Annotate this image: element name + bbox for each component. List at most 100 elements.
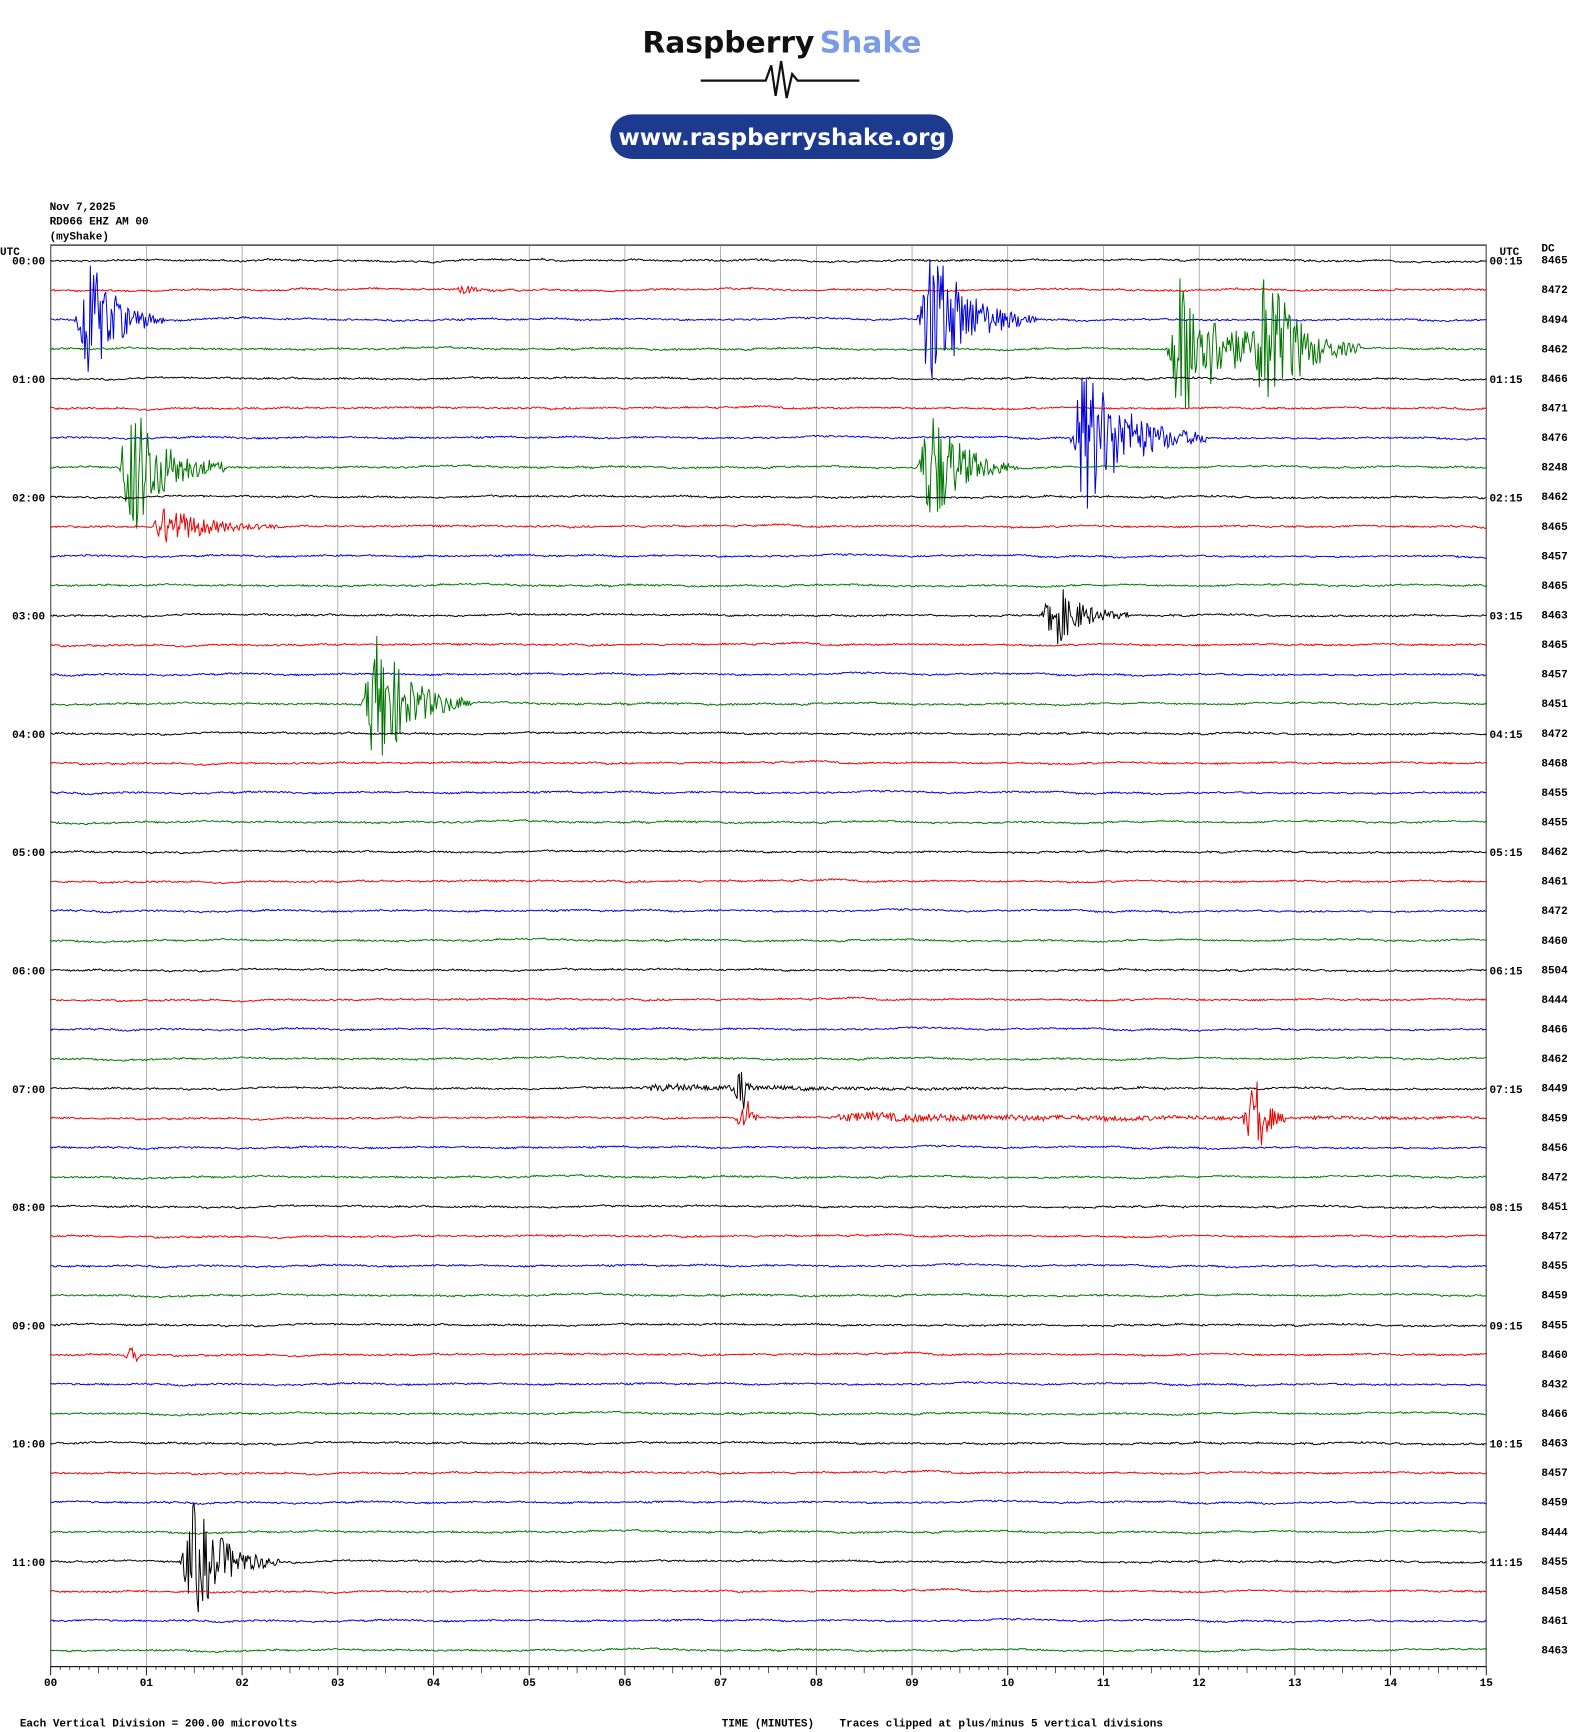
dc-value: 8504 xyxy=(1541,965,1568,977)
left-time: 05:00 xyxy=(12,848,45,860)
trace xyxy=(50,1081,1487,1146)
trace xyxy=(50,818,1487,825)
dc-value: 8455 xyxy=(1541,1557,1567,1569)
trace xyxy=(50,996,1487,1003)
trace xyxy=(50,278,1487,409)
dc-value: 8476 xyxy=(1541,433,1567,445)
scale-note: Each Vertical Division = 200.00 microvol… xyxy=(20,1719,297,1731)
dc-value: 8461 xyxy=(1541,877,1568,889)
x-tick-label: 14 xyxy=(1384,1678,1398,1690)
left-time: 02:00 xyxy=(12,493,45,505)
dc-value: 8472 xyxy=(1541,1172,1567,1184)
trace xyxy=(50,1647,1487,1653)
trace xyxy=(50,1204,1487,1210)
trace xyxy=(50,375,1487,382)
trace xyxy=(50,553,1487,559)
dc-value: 8455 xyxy=(1541,1261,1567,1273)
dc-value: 8444 xyxy=(1541,1527,1568,1539)
right-title: UTC xyxy=(1499,247,1519,259)
right-time: 05:15 xyxy=(1490,848,1523,860)
x-tick-label: 10 xyxy=(1001,1678,1014,1690)
trace xyxy=(50,508,1487,543)
dc-value: 8463 xyxy=(1541,1439,1568,1451)
x-tick-label: 12 xyxy=(1193,1678,1206,1690)
trace xyxy=(50,494,1487,500)
trace xyxy=(50,641,1487,648)
trace xyxy=(50,257,1487,264)
x-tick-label: 02 xyxy=(235,1678,248,1690)
dc-value: 8459 xyxy=(1541,1498,1567,1510)
dc-value: 8462 xyxy=(1541,1054,1567,1066)
dc-value: 8457 xyxy=(1541,1468,1567,1480)
url-pill xyxy=(610,114,954,160)
right-time: 11:15 xyxy=(1490,1558,1523,1570)
dc-value: 8455 xyxy=(1541,788,1567,800)
right-time: 02:15 xyxy=(1490,493,1523,505)
trace xyxy=(50,849,1487,855)
right-time: 10:15 xyxy=(1490,1440,1523,1452)
right-time: 01:15 xyxy=(1490,375,1523,387)
dc-value: 8472 xyxy=(1541,285,1567,297)
trace xyxy=(50,1026,1487,1032)
trace xyxy=(50,878,1487,885)
trace xyxy=(50,417,1487,529)
trace xyxy=(50,1173,1487,1180)
dc-value: 8465 xyxy=(1541,640,1567,652)
trace xyxy=(50,582,1487,589)
trace xyxy=(50,1410,1487,1417)
left-time: 08:00 xyxy=(12,1203,45,1215)
left-time: 00:00 xyxy=(12,257,45,269)
x-tick-label: 09 xyxy=(905,1678,918,1690)
dc-value: 8444 xyxy=(1541,995,1568,1007)
x-tick-label: 08 xyxy=(810,1678,823,1690)
dc-value: 8472 xyxy=(1541,729,1567,741)
x-tick-label: 03 xyxy=(331,1678,345,1690)
trace xyxy=(50,1502,1487,1613)
right-time: 00:15 xyxy=(1490,257,1523,269)
trace xyxy=(50,937,1487,944)
date: Nov 7,2025 xyxy=(50,202,116,214)
dc-value: 8466 xyxy=(1541,374,1567,386)
dc-value: 8465 xyxy=(1541,256,1567,268)
dc-value: 8466 xyxy=(1541,1409,1567,1421)
trace xyxy=(50,1055,1487,1062)
trace xyxy=(50,730,1487,736)
x-tick-label: 11 xyxy=(1097,1678,1111,1690)
dc-value: 8459 xyxy=(1541,1291,1567,1303)
dc-value: 8494 xyxy=(1541,315,1568,327)
trace xyxy=(50,284,1487,295)
x-title: TIME (MINUTES) xyxy=(722,1719,814,1731)
dc-value: 8451 xyxy=(1541,699,1568,711)
dc-value: 8463 xyxy=(1541,1646,1568,1658)
trace xyxy=(50,908,1487,914)
trace xyxy=(50,967,1487,973)
trace xyxy=(50,789,1487,796)
dc-value: 8451 xyxy=(1541,1202,1568,1214)
dc-value: 8459 xyxy=(1541,1113,1567,1125)
dc-value: 8461 xyxy=(1541,1616,1568,1628)
right-time: 07:15 xyxy=(1490,1085,1523,1097)
dc-value: 8462 xyxy=(1541,847,1567,859)
logo-wave xyxy=(700,60,860,99)
dc-value: 8456 xyxy=(1541,1143,1567,1155)
x-tick-label: 07 xyxy=(714,1678,727,1690)
trace xyxy=(50,589,1487,645)
dc-value: 8460 xyxy=(1541,936,1567,948)
plot-frame xyxy=(50,244,1487,1668)
trace xyxy=(50,635,1487,756)
clip-note: Traces clipped at plus/minus 5 vertical … xyxy=(840,1719,1163,1731)
right-time: 09:15 xyxy=(1490,1321,1523,1333)
dc-value: 8455 xyxy=(1541,818,1567,830)
trace xyxy=(50,1499,1487,1505)
left-time: 10:00 xyxy=(12,1440,45,1452)
left-time: 07:00 xyxy=(12,1085,45,1097)
x-tick-label: 00 xyxy=(44,1678,57,1690)
right-time: 08:15 xyxy=(1490,1203,1523,1215)
dc-value: 8472 xyxy=(1541,906,1567,918)
trace xyxy=(50,259,1487,379)
trace xyxy=(50,1587,1487,1595)
trace xyxy=(50,377,1487,509)
dc-value: 8468 xyxy=(1541,758,1567,770)
